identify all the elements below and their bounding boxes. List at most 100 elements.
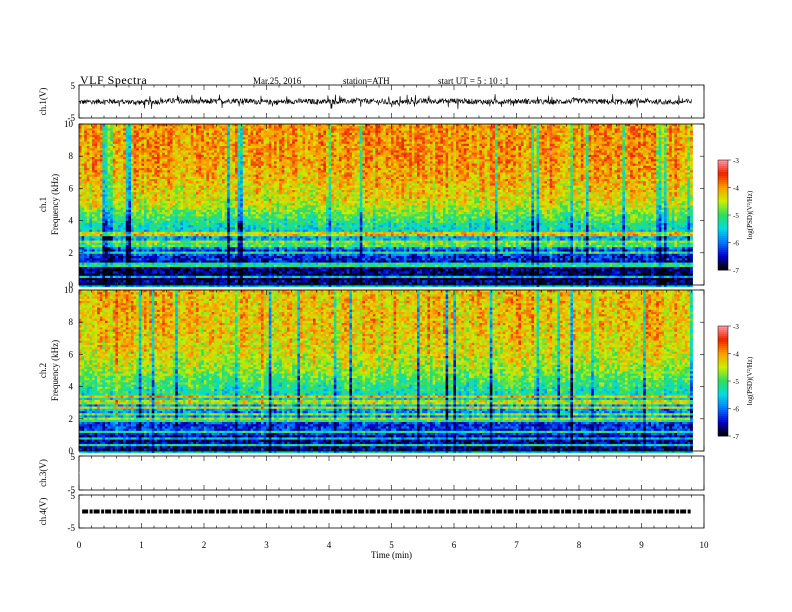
ch1_spectrogram-cell bbox=[178, 157, 181, 160]
ch1_spectrogram-cell bbox=[102, 280, 105, 283]
ch1_spectrogram-cell bbox=[154, 265, 157, 268]
ch1_spectrogram-cell bbox=[204, 238, 207, 241]
ch1_spectrogram-cell bbox=[201, 223, 204, 226]
ch1_spectrogram-cell bbox=[149, 205, 152, 208]
ch1_spectrogram-cell bbox=[108, 172, 111, 175]
ch1_spectrogram-cell bbox=[175, 203, 178, 206]
ch1_spectrogram-cell bbox=[212, 135, 215, 138]
ch1_spectrogram-cell bbox=[131, 280, 134, 283]
ch1_spectrogram-cell bbox=[115, 274, 118, 277]
ch1_spectrogram-cell bbox=[139, 192, 142, 195]
ch1_spectrogram-cell bbox=[157, 205, 160, 208]
ch1_spectrogram-cell bbox=[100, 148, 103, 151]
ch1_spectrogram-cell bbox=[186, 280, 189, 283]
ch1_spectrogram-cell bbox=[204, 179, 207, 182]
ch1_spectrogram-cell bbox=[110, 249, 113, 252]
ch1_spectrogram-cell bbox=[82, 232, 85, 235]
ch1_spectrogram-cell bbox=[141, 238, 144, 241]
ch1_spectrogram-cell bbox=[97, 139, 100, 142]
ch1_spectrogram-cell bbox=[219, 155, 222, 158]
ch1_spectrogram-cell bbox=[167, 155, 170, 158]
ch1_spectrogram-cell bbox=[162, 181, 165, 184]
ch1_spectrogram-cell bbox=[193, 234, 196, 237]
ch1_spectrogram-cell bbox=[121, 142, 124, 145]
ch1_spectrogram-cell bbox=[230, 168, 233, 171]
ch1_spectrogram-cell bbox=[227, 194, 230, 197]
ch1_spectrogram-cell bbox=[110, 186, 113, 189]
ch1_spectrogram-cell bbox=[188, 223, 191, 226]
ch1_spectrogram-cell bbox=[212, 175, 215, 178]
ch1_spectrogram-cell bbox=[167, 243, 170, 246]
ch1_spectrogram-cell bbox=[199, 269, 202, 272]
ch1_spectrogram-cell bbox=[217, 166, 220, 169]
ch1_spectrogram-cell bbox=[123, 234, 126, 237]
ch1_spectrogram-cell bbox=[204, 203, 207, 206]
ch1_spectrogram-cell bbox=[183, 153, 186, 156]
ch1_spectrogram-cell bbox=[206, 183, 209, 186]
ch1_spectrogram-cell bbox=[201, 172, 204, 175]
ch1_spectrogram-cell bbox=[191, 219, 194, 222]
ch1_spectrogram-cell bbox=[188, 260, 191, 263]
ch1_spectrogram-cell bbox=[82, 166, 85, 169]
ch1_spectrogram-cell bbox=[186, 214, 189, 217]
ch1_spectrogram-cell bbox=[136, 271, 139, 274]
ch1_spectrogram-cell bbox=[131, 146, 134, 149]
ch1_spectrogram-cell bbox=[92, 170, 95, 173]
ch1_spectrogram-cell bbox=[110, 216, 113, 219]
ch1_spectrogram-cell bbox=[204, 256, 207, 259]
ch1_spectrogram-cell bbox=[134, 234, 137, 237]
ch1_spectrogram-cell bbox=[191, 159, 194, 162]
ch1_spectrogram-cell bbox=[170, 181, 173, 184]
ch1_spectrogram-cell bbox=[165, 219, 168, 222]
ch1_spectrogram-cell bbox=[149, 234, 152, 237]
ch1_spectrogram-cell bbox=[92, 278, 95, 281]
ch1_spectrogram-cell bbox=[115, 205, 118, 208]
ch1_spectrogram-cell bbox=[175, 131, 178, 134]
ch1_spectrogram-cell bbox=[248, 252, 251, 255]
ch1_spectrogram-cell bbox=[245, 148, 248, 151]
ch1_spectrogram-cell bbox=[204, 216, 207, 219]
ch1_spectrogram-cell bbox=[100, 276, 103, 279]
ch1_spectrogram-cell bbox=[170, 177, 173, 180]
ch1_spectrogram-cell bbox=[235, 142, 238, 145]
ch1_spectrogram-cell bbox=[149, 208, 152, 211]
ch1_spectrogram-cell bbox=[123, 208, 126, 211]
ch1_spectrogram-cell bbox=[227, 183, 230, 186]
ch1_spectrogram-cell bbox=[126, 238, 129, 241]
ch1_spectrogram-cell bbox=[113, 137, 116, 140]
ch1_spectrogram-cell bbox=[126, 227, 129, 230]
ch1_spectrogram-cell bbox=[188, 265, 191, 268]
ch1_spectrogram-cell bbox=[115, 236, 118, 239]
ch1_spectrogram-cell bbox=[118, 210, 121, 213]
ch1_spectrogram-cell bbox=[219, 126, 222, 129]
ch1_spectrogram-cell bbox=[157, 188, 160, 191]
ch1_spectrogram-cell bbox=[248, 131, 251, 134]
ch1_spectrogram-cell bbox=[186, 161, 189, 164]
ch1_spectrogram-cell bbox=[170, 241, 173, 244]
ch1_spectrogram-cell bbox=[245, 230, 248, 233]
ch1_spectrogram-cell bbox=[118, 166, 121, 169]
ch1_spectrogram-cell bbox=[243, 212, 246, 215]
ch1_spectrogram-cell bbox=[165, 230, 168, 233]
ch1_spectrogram-cell bbox=[240, 265, 243, 268]
ch1_spectrogram-cell bbox=[201, 157, 204, 160]
ch1_spectrogram-cell bbox=[102, 243, 105, 246]
ch1_spectrogram-cell bbox=[225, 252, 228, 255]
ch1_spectrogram-cell bbox=[87, 258, 90, 261]
ch1_spectrogram-cell bbox=[97, 177, 100, 180]
ch1_spectrogram-cell bbox=[178, 276, 181, 279]
ch1_spectrogram-cell bbox=[115, 282, 118, 285]
ch1_spectrogram-cell bbox=[123, 177, 126, 180]
ch1_spectrogram-cell bbox=[121, 243, 124, 246]
ch1_spectrogram-cell bbox=[199, 260, 202, 263]
ch1_spectrogram-cell bbox=[157, 131, 160, 134]
ch1_spectrogram-cell bbox=[139, 181, 142, 184]
ch1_spectrogram-cell bbox=[134, 186, 137, 189]
ch1_spectrogram-cell bbox=[222, 172, 225, 175]
ch1_spectrogram-cell bbox=[232, 183, 235, 186]
ch1_spectrogram-cell bbox=[206, 164, 209, 167]
ch1_spectrogram-cell bbox=[201, 256, 204, 259]
ch1_spectrogram-cell bbox=[87, 208, 90, 211]
ch1_spectrogram-cell bbox=[152, 210, 155, 213]
ch1_spectrogram-cell bbox=[175, 252, 178, 255]
